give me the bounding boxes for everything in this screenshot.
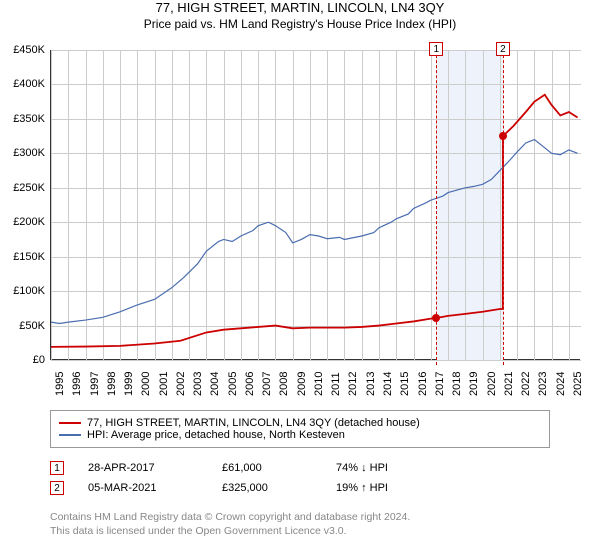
legend-item: HPI: Average price, detached house, Nort… xyxy=(59,429,541,441)
footer-line: Contains HM Land Registry data © Crown c… xyxy=(50,510,410,524)
x-axis-label: 2024 xyxy=(555,372,567,396)
x-axis-label: 2011 xyxy=(330,372,342,396)
event-row: 2 05-MAR-2021 £325,000 19% ↑ HPI xyxy=(50,481,388,495)
event-date: 05-MAR-2021 xyxy=(88,482,198,494)
y-axis-label: £150K xyxy=(13,251,45,263)
event-delta: 19% ↑ HPI xyxy=(336,482,388,494)
legend-item: 77, HIGH STREET, MARTIN, LINCOLN, LN4 3Q… xyxy=(59,417,541,429)
event-price: £325,000 xyxy=(222,482,312,494)
x-axis-label: 2015 xyxy=(399,372,411,396)
x-axis-label: 2013 xyxy=(365,372,377,396)
footer-line: This data is licensed under the Open Gov… xyxy=(50,524,410,538)
marker-dot xyxy=(499,132,507,140)
y-axis-label: £350K xyxy=(13,113,45,125)
x-axis-label: 2016 xyxy=(417,372,429,396)
y-axis-label: £100K xyxy=(13,285,45,297)
x-axis-label: 2009 xyxy=(296,372,308,396)
event-price: £61,000 xyxy=(222,462,312,474)
series-hpi xyxy=(51,140,578,324)
legend-swatch xyxy=(59,422,81,424)
y-axis-label: £200K xyxy=(13,216,45,228)
gridline xyxy=(51,360,581,361)
x-axis-label: 2007 xyxy=(261,372,273,396)
marker-dot xyxy=(432,314,440,322)
y-axis-label: £450K xyxy=(13,44,45,56)
chart-title: 77, HIGH STREET, MARTIN, LINCOLN, LN4 3Q… xyxy=(0,0,600,15)
event-delta: 74% ↓ HPI xyxy=(336,462,388,474)
x-axis-label: 2003 xyxy=(192,372,204,396)
legend-swatch xyxy=(59,434,81,436)
x-axis-label: 1998 xyxy=(106,372,118,396)
series-price_paid xyxy=(51,95,578,347)
chart-subtitle: Price paid vs. HM Land Registry's House … xyxy=(0,17,600,31)
x-axis-label: 2023 xyxy=(537,372,549,396)
x-axis-label: 2005 xyxy=(227,372,239,396)
event-table: 1 28-APR-2017 £61,000 74% ↓ HPI 2 05-MAR… xyxy=(50,455,388,501)
x-axis-label: 2000 xyxy=(140,372,152,396)
x-axis-label: 1997 xyxy=(89,372,101,396)
x-axis-label: 2021 xyxy=(503,372,515,396)
marker-label-box: 1 xyxy=(429,42,443,56)
x-axis-label: 2001 xyxy=(158,372,170,396)
event-date: 28-APR-2017 xyxy=(88,462,198,474)
legend-box: 77, HIGH STREET, MARTIN, LINCOLN, LN4 3Q… xyxy=(50,410,550,448)
y-axis-label: £0 xyxy=(33,354,45,366)
x-axis-label: 2008 xyxy=(278,372,290,396)
x-axis-label: 2020 xyxy=(486,372,498,396)
x-axis-label: 1995 xyxy=(54,372,66,396)
x-axis-label: 2004 xyxy=(209,372,221,396)
x-axis-label: 2018 xyxy=(451,372,463,396)
x-axis-label: 2025 xyxy=(572,372,584,396)
event-marker-icon: 1 xyxy=(50,461,64,475)
legend-label: 77, HIGH STREET, MARTIN, LINCOLN, LN4 3Q… xyxy=(87,417,420,429)
x-axis-label: 2022 xyxy=(520,372,532,396)
marker-label-box: 2 xyxy=(496,42,510,56)
plot-area: 12 xyxy=(50,50,580,360)
x-axis-label: 2002 xyxy=(175,372,187,396)
y-axis-label: £250K xyxy=(13,182,45,194)
y-axis-label: £400K xyxy=(13,78,45,90)
line-series-svg xyxy=(51,50,581,360)
y-axis-label: £50K xyxy=(19,320,45,332)
event-marker-icon: 2 xyxy=(50,481,64,495)
x-axis-label: 2019 xyxy=(468,372,480,396)
x-axis-label: 2012 xyxy=(347,372,359,396)
legend-label: HPI: Average price, detached house, Nort… xyxy=(87,429,345,441)
x-axis-label: 2010 xyxy=(313,372,325,396)
footer-attribution: Contains HM Land Registry data © Crown c… xyxy=(50,510,410,538)
event-row: 1 28-APR-2017 £61,000 74% ↓ HPI xyxy=(50,461,388,475)
x-axis-label: 2006 xyxy=(244,372,256,396)
x-axis-label: 1996 xyxy=(71,372,83,396)
x-axis-label: 2014 xyxy=(382,372,394,396)
x-axis-label: 1999 xyxy=(123,372,135,396)
x-axis-label: 2017 xyxy=(434,372,446,396)
chart-area: 12 £0£50K£100K£150K£200K£250K£300K£350K£… xyxy=(0,40,600,400)
y-axis-label: £300K xyxy=(13,147,45,159)
marker-line xyxy=(503,45,504,365)
